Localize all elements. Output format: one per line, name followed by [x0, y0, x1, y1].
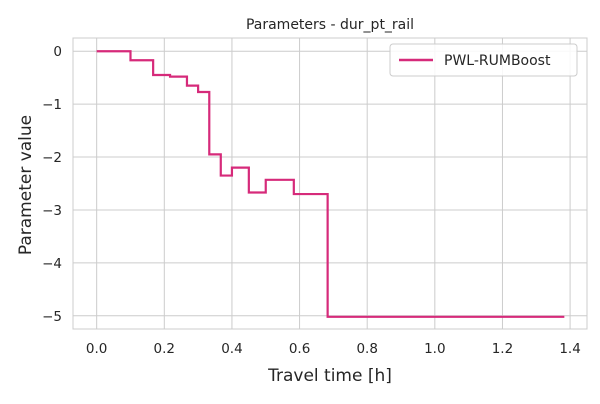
- x-tick-label: 0.6: [289, 341, 310, 357]
- x-tick-label: 0.4: [221, 341, 242, 357]
- x-tick-label: 1.2: [492, 341, 513, 357]
- chart-title: Parameters - dur_pt_rail: [246, 17, 414, 33]
- series-layer: [96, 50, 565, 318]
- x-axis-label: Travel time [h]: [267, 366, 392, 386]
- y-tick-label: −1: [42, 97, 62, 113]
- grid: [73, 38, 587, 329]
- legend-label: PWL-RUMBoost: [444, 53, 551, 69]
- legend-box: [389, 43, 578, 77]
- x-tick-label: 1.4: [559, 341, 580, 357]
- y-tick-label: −3: [42, 203, 62, 219]
- y-axis-label: Parameter value: [16, 115, 36, 255]
- x-tick-label: 0.2: [154, 341, 175, 357]
- y-tick-label: −5: [42, 309, 62, 325]
- y-tick-label: −2: [42, 150, 62, 166]
- y-tick-label: −4: [42, 256, 62, 272]
- y-tick-label: 0: [53, 44, 62, 60]
- tick-labels: 0.0 0.2 0.4 0.6 0.8 1.0 1.2 1.4 0 −1 −2 −3 −4 −5: [42, 44, 581, 357]
- legend: PWL-RUMBoost: [389, 43, 578, 77]
- plot-frame: [72, 37, 588, 330]
- x-tick-label: 1.0: [424, 341, 445, 357]
- series-line: [96, 50, 565, 318]
- x-tick-label: 0.8: [356, 341, 377, 357]
- x-tick-label: 0.0: [86, 341, 107, 357]
